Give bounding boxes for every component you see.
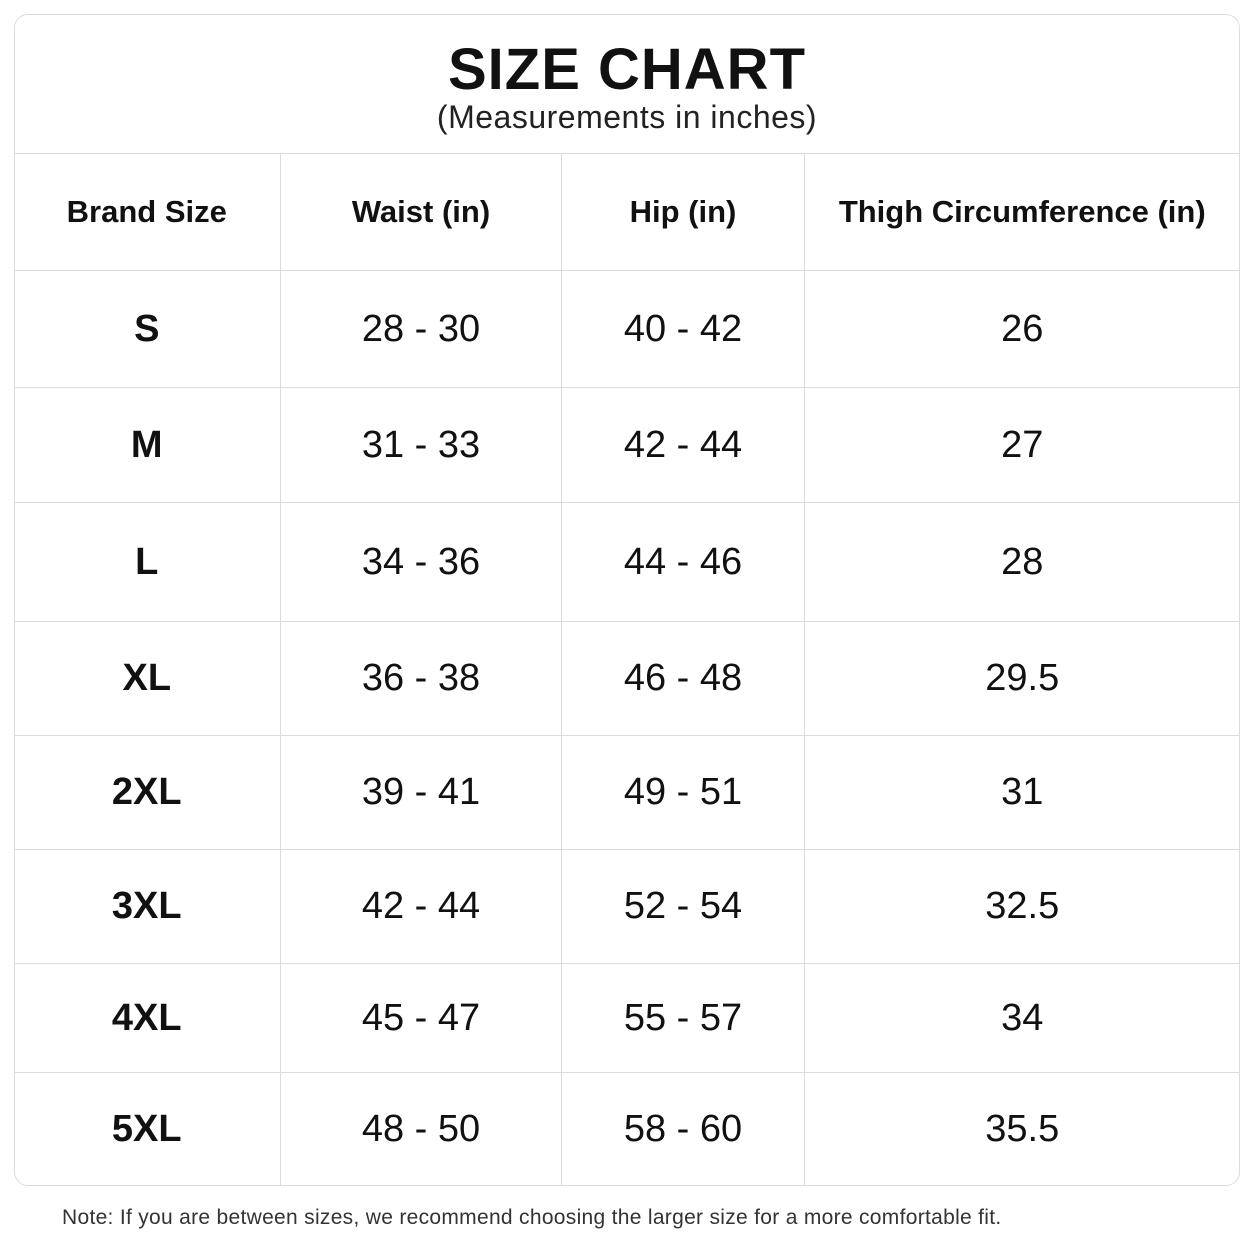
cell-hip: 52 - 54 xyxy=(561,849,805,964)
cell-hip: 44 - 46 xyxy=(561,502,805,622)
column-header-waist: Waist (in) xyxy=(280,154,562,271)
cell-waist: 36 - 38 xyxy=(280,621,562,736)
cell-thigh: 29.5 xyxy=(804,621,1239,736)
cell-waist: 48 - 50 xyxy=(280,1072,562,1185)
table-header-row: Brand Size Waist (in) Hip (in) Thigh Cir… xyxy=(15,154,1239,271)
table-row: 2XL 39 - 41 49 - 51 31 xyxy=(15,735,1239,850)
cell-hip: 58 - 60 xyxy=(561,1072,805,1185)
cell-waist: 31 - 33 xyxy=(280,387,562,503)
cell-brand-size: S xyxy=(15,270,281,388)
footer-note: Note: If you are between sizes, we recom… xyxy=(62,1206,1002,1229)
cell-brand-size: 5XL xyxy=(15,1072,281,1185)
cell-hip: 40 - 42 xyxy=(561,270,805,388)
cell-brand-size: XL xyxy=(15,621,281,736)
table-row: 3XL 42 - 44 52 - 54 32.5 xyxy=(15,849,1239,964)
cell-waist: 34 - 36 xyxy=(280,502,562,622)
size-chart-card: SIZE CHART (Measurements in inches) Bran… xyxy=(14,14,1240,1186)
cell-brand-size: 3XL xyxy=(15,849,281,964)
table-row: 4XL 45 - 47 55 - 57 34 xyxy=(15,963,1239,1073)
page-subtitle: (Measurements in inches) xyxy=(436,99,818,135)
cell-brand-size: M xyxy=(15,387,281,503)
cell-thigh: 26 xyxy=(804,270,1239,388)
size-chart-header: SIZE CHART (Measurements in inches) xyxy=(15,15,1239,154)
column-header-thigh: Thigh Circumference (in) xyxy=(804,154,1239,271)
cell-thigh: 27 xyxy=(804,387,1239,503)
column-header-brand-size: Brand Size xyxy=(15,154,281,271)
table-row: M 31 - 33 42 - 44 27 xyxy=(15,387,1239,503)
cell-brand-size: 4XL xyxy=(15,963,281,1073)
cell-hip: 42 - 44 xyxy=(561,387,805,503)
cell-thigh: 32.5 xyxy=(804,849,1239,964)
cell-brand-size: 2XL xyxy=(15,735,281,850)
page-title: SIZE CHART xyxy=(448,37,806,102)
cell-thigh: 34 xyxy=(804,963,1239,1073)
cell-waist: 28 - 30 xyxy=(280,270,562,388)
cell-hip: 46 - 48 xyxy=(561,621,805,736)
table-row: XL 36 - 38 46 - 48 29.5 xyxy=(15,621,1239,736)
cell-thigh: 28 xyxy=(804,502,1239,622)
cell-brand-size: L xyxy=(15,502,281,622)
size-table: Brand Size Waist (in) Hip (in) Thigh Cir… xyxy=(15,154,1239,1185)
cell-hip: 55 - 57 xyxy=(561,963,805,1073)
table-row: 5XL 48 - 50 58 - 60 35.5 xyxy=(15,1072,1239,1185)
table-row: L 34 - 36 44 - 46 28 xyxy=(15,502,1239,622)
table-body: S 28 - 30 40 - 42 26 M 31 - 33 42 - 44 27 L 34 - … xyxy=(15,270,1239,1185)
table-row: S 28 - 30 40 - 42 26 xyxy=(15,270,1239,388)
cell-hip: 49 - 51 xyxy=(561,735,805,850)
cell-thigh: 35.5 xyxy=(804,1072,1239,1185)
cell-waist: 39 - 41 xyxy=(280,735,562,850)
cell-waist: 45 - 47 xyxy=(280,963,562,1073)
cell-waist: 42 - 44 xyxy=(280,849,562,964)
cell-thigh: 31 xyxy=(804,735,1239,850)
column-header-hip: Hip (in) xyxy=(561,154,805,271)
